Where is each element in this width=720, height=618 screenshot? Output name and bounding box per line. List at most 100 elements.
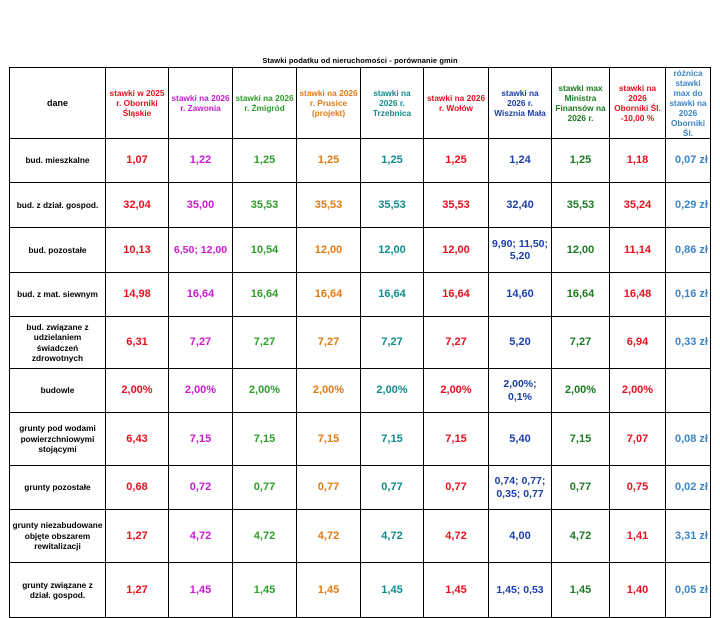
cell-wisznia-mala: 1,45; 0,53 <box>488 562 552 618</box>
cell-prusice: 7,15 <box>296 412 361 466</box>
header-ministra-max: stawki max Ministra Finansów na 2026 r. <box>551 67 610 139</box>
cell-zawonia: 35,00 <box>168 182 233 228</box>
cell-zmigrod: 7,15 <box>232 412 297 466</box>
header-prusice: stawki na 2026 r. Prusice (projekt) <box>296 67 361 139</box>
cell-wolow: 35,53 <box>423 182 489 228</box>
cell-oborniki-2025: 10,13 <box>105 227 169 273</box>
cell-zmigrod: 35,53 <box>232 182 297 228</box>
cell-zmigrod: 7,27 <box>232 316 297 369</box>
cell-roznica: 0,02 zł <box>665 465 711 510</box>
cell-prusice: 1,45 <box>296 562 361 618</box>
cell-roznica: 0,16 zł <box>665 272 711 317</box>
row-label: grunty pozostałe <box>9 465 106 510</box>
cell-wisznia-mala: 5,40 <box>488 412 552 466</box>
header-zawonia: stawki na 2026 r. Zawonia <box>168 67 233 139</box>
cell-prusice: 2,00% <box>296 368 361 413</box>
cell-wolow: 12,00 <box>423 227 489 273</box>
table-row: bud. z dział. gospod. 32,04 35,00 35,53 35,5… <box>9 182 711 228</box>
cell-ministra-max: 0,77 <box>551 465 610 510</box>
header-dane: dane <box>9 67 106 139</box>
cell-oborniki-2025: 6,43 <box>105 412 169 466</box>
table-row: bud. związane z udzielaniem świadczeń zd… <box>9 316 711 369</box>
cell-prusice: 35,53 <box>296 182 361 228</box>
cell-ministra-max: 35,53 <box>551 182 610 228</box>
cell-wisznia-mala: 9,90; 11,50; 5,20 <box>488 227 552 273</box>
cell-prusice: 7,27 <box>296 316 361 369</box>
cell-oborniki-2025: 1,27 <box>105 562 169 618</box>
cell-ministra-max: 12,00 <box>551 227 610 273</box>
cell-zmigrod: 0,77 <box>232 465 297 510</box>
cell-oborniki-2025: 1,07 <box>105 138 169 183</box>
table-row: bud. z mat. siewnym 14,98 16,64 16,64 16,64 1… <box>9 272 711 317</box>
cell-wolow: 4,72 <box>423 509 489 563</box>
row-label: bud. mieszkalne <box>9 138 106 183</box>
row-label: bud. z dział. gospod. <box>9 182 106 228</box>
row-label: grunty związane z dział. gospod. <box>9 562 106 618</box>
tax-rates-table: dane stawki w 2025 r. Oborniki Śląskie s… <box>9 67 711 618</box>
cell-prusice: 1,25 <box>296 138 361 183</box>
cell-wolow: 16,64 <box>423 272 489 317</box>
cell-wolow: 7,15 <box>423 412 489 466</box>
cell-roznica: 0,05 zł <box>665 562 711 618</box>
cell-ministra-max: 1,25 <box>551 138 610 183</box>
cell-wolow: 1,25 <box>423 138 489 183</box>
cell-prusice: 12,00 <box>296 227 361 273</box>
cell-oborniki-2026: 6,94 <box>609 316 666 369</box>
table-row: grunty związane z dział. gospod. 1,27 1,45… <box>9 562 711 618</box>
cell-zmigrod: 4,72 <box>232 509 297 563</box>
table-row: budowle 2,00% 2,00% 2,00% 2,00% 2,00% 2,00% 2,0… <box>9 368 711 413</box>
cell-roznica: 0,33 zł <box>665 316 711 369</box>
table-title: Stawki podatku od nieruchomości - porówn… <box>262 56 458 65</box>
cell-roznica: 0,08 zł <box>665 412 711 466</box>
cell-zawonia: 4,72 <box>168 509 233 563</box>
cell-prusice: 16,64 <box>296 272 361 317</box>
cell-oborniki-2026: 1,41 <box>609 509 666 563</box>
table-row: bud. pozostałe 10,13 6,50; 12,00 10,54 12,00… <box>9 227 711 273</box>
cell-ministra-max: 1,45 <box>551 562 610 618</box>
cell-oborniki-2025: 0,68 <box>105 465 169 510</box>
cell-wisznia-mala: 1,24 <box>488 138 552 183</box>
header-oborniki-2025: stawki w 2025 r. Oborniki Śląskie <box>105 67 169 139</box>
cell-roznica: 0,86 zł <box>665 227 711 273</box>
cell-zawonia: 6,50; 12,00 <box>168 227 233 273</box>
cell-zawonia: 7,15 <box>168 412 233 466</box>
cell-trzebnica: 16,64 <box>360 272 424 317</box>
cell-oborniki-2026: 16,48 <box>609 272 666 317</box>
cell-oborniki-2025: 2,00% <box>105 368 169 413</box>
row-label: bud. związane z udzielaniem świadczeń zd… <box>9 316 106 369</box>
cell-zmigrod: 2,00% <box>232 368 297 413</box>
row-label: bud. z mat. siewnym <box>9 272 106 317</box>
cell-roznica: 0,29 zł <box>665 182 711 228</box>
cell-ministra-max: 16,64 <box>551 272 610 317</box>
cell-trzebnica: 0,77 <box>360 465 424 510</box>
cell-zmigrod: 10,54 <box>232 227 297 273</box>
cell-oborniki-2026: 2,00% <box>609 368 666 413</box>
cell-trzebnica: 35,53 <box>360 182 424 228</box>
table-row: grunty pozostałe 0,68 0,72 0,77 0,77 0,77 0,77… <box>9 465 711 510</box>
cell-wisznia-mala: 5,20 <box>488 316 552 369</box>
cell-oborniki-2025: 14,98 <box>105 272 169 317</box>
header-zmigrod: stawki na 2026 r. Żmigród <box>232 67 297 139</box>
cell-oborniki-2026: 1,40 <box>609 562 666 618</box>
cell-wolow: 7,27 <box>423 316 489 369</box>
table-row: bud. mieszkalne 1,07 1,22 1,25 1,25 1,25 1,25 1… <box>9 138 711 183</box>
cell-oborniki-2026: 7,07 <box>609 412 666 466</box>
cell-ministra-max: 2,00% <box>551 368 610 413</box>
row-label: budowle <box>9 368 106 413</box>
cell-zawonia: 2,00% <box>168 368 233 413</box>
header-trzebnica: stawki na 2026 r. Trzebnica <box>360 67 424 139</box>
cell-zawonia: 16,64 <box>168 272 233 317</box>
cell-wolow: 2,00% <box>423 368 489 413</box>
cell-roznica <box>665 368 711 413</box>
cell-zmigrod: 1,25 <box>232 138 297 183</box>
cell-ministra-max: 4,72 <box>551 509 610 563</box>
cell-oborniki-2026: 0,75 <box>609 465 666 510</box>
cell-oborniki-2025: 6,31 <box>105 316 169 369</box>
cell-trzebnica: 7,15 <box>360 412 424 466</box>
table-row: grunty niezabudowane objęte obszarem rew… <box>9 509 711 563</box>
cell-ministra-max: 7,27 <box>551 316 610 369</box>
cell-ministra-max: 7,15 <box>551 412 610 466</box>
cell-oborniki-2025: 1,27 <box>105 509 169 563</box>
header-oborniki-2026: stawki na 2026 Oborniki Śl. -10,00 % <box>609 67 666 139</box>
cell-zawonia: 1,22 <box>168 138 233 183</box>
